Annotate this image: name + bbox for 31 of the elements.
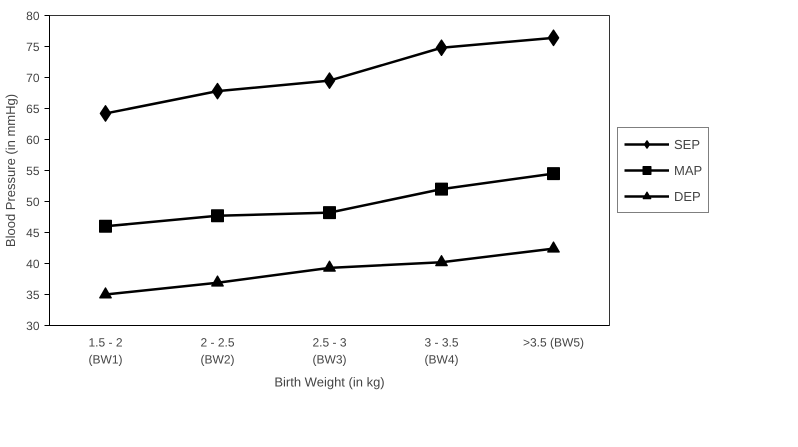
- point: [99, 220, 112, 233]
- point: [435, 254, 448, 266]
- x-tick-label: 1.5 - 2 (BW1): [88, 336, 123, 366]
- y-tick-label: 55: [26, 164, 40, 178]
- y-tick-label: 70: [26, 71, 40, 85]
- point: [323, 260, 336, 272]
- legend-label: SEP: [674, 136, 700, 152]
- x-tick-label: 2.5 - 3 (BW3): [312, 336, 347, 366]
- x-axis-title: Birth Weight (in kg): [274, 374, 385, 390]
- y-tick-label: 35: [26, 288, 40, 302]
- legend-label: MAP: [674, 162, 702, 178]
- point: [323, 206, 336, 220]
- point: [547, 241, 560, 253]
- y-tick-label: 60: [26, 133, 40, 147]
- x-tick-label: >3.5 (BW5): [522, 336, 584, 350]
- y-axis-title: Blood Pressure (in mmHg): [3, 94, 18, 248]
- y-tick-label: 75: [26, 40, 40, 54]
- legend-label: DEP: [674, 188, 701, 204]
- y-tick-label: 40: [26, 257, 40, 271]
- y-tick-label: 30: [26, 319, 40, 333]
- y-tick-label: 65: [26, 102, 40, 116]
- y-tick-label: 45: [26, 226, 40, 240]
- point: [435, 182, 448, 196]
- x-tick-label: 2 - 2.5 (BW2): [200, 336, 235, 366]
- point: [547, 167, 560, 180]
- point: [211, 275, 224, 287]
- x-tick-label: 3 - 3.5 (BW4): [424, 336, 459, 366]
- point: [99, 287, 112, 298]
- y-tick-label: 80: [26, 9, 40, 23]
- y-tick-label: 50: [26, 195, 40, 209]
- point: [211, 209, 224, 222]
